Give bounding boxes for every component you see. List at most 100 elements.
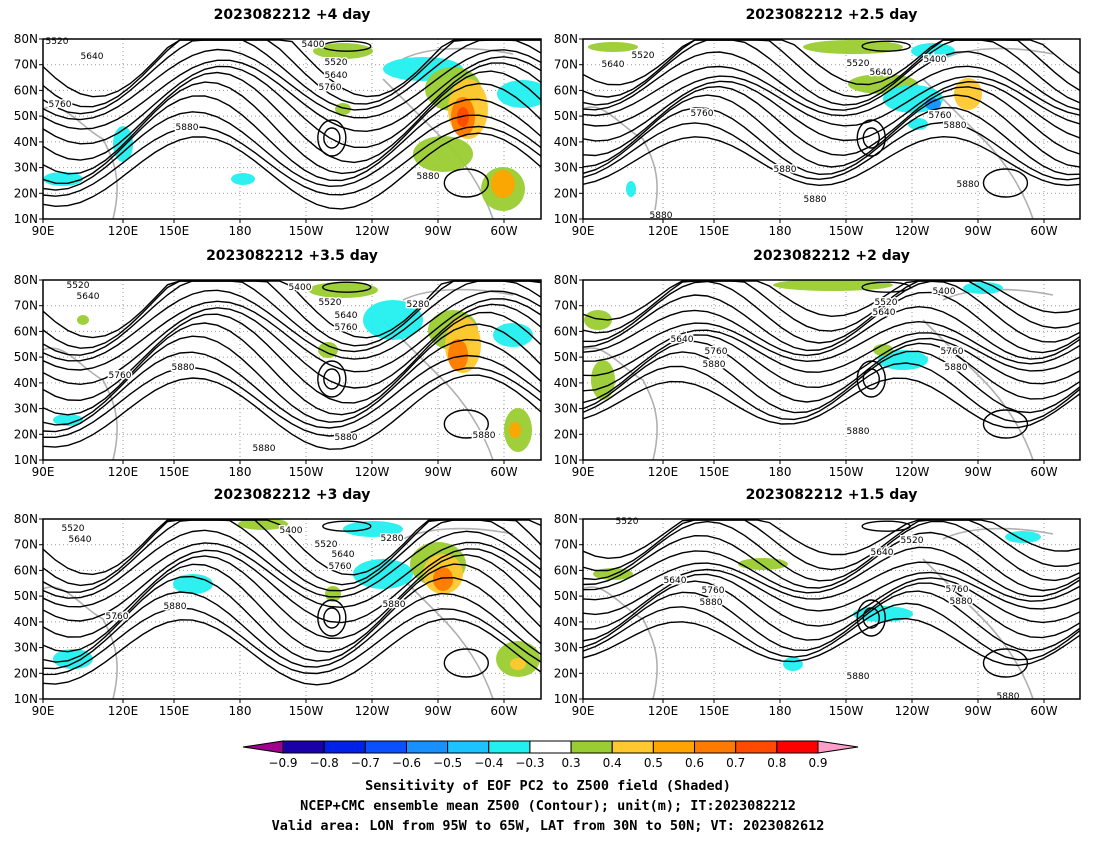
z500-contour [43, 311, 541, 404]
sensitivity-shading [510, 658, 526, 670]
contour-label: 5280 [381, 534, 404, 544]
lon-tick-label: 150E [159, 704, 190, 718]
lat-tick-label: 10N [14, 453, 38, 467]
contour-label: 5640 [871, 548, 894, 558]
lat-tick-label: 30N [554, 641, 578, 655]
contour-label: 5880 [774, 165, 797, 175]
z500-contour [43, 591, 541, 670]
z500-contour [317, 599, 347, 637]
lon-tick-label: 120W [355, 465, 390, 479]
z500-contour [583, 106, 1080, 176]
lon-tick-label: 90E [32, 224, 55, 238]
colorbar-tick-label: −0.9 [268, 756, 297, 770]
colorbar-tick-label: 0.9 [808, 756, 827, 770]
contour-label: 5520 [315, 540, 338, 550]
lon-tick-label: 120W [895, 224, 930, 238]
contour-label: 5880 [176, 123, 199, 133]
z500-contour [317, 360, 347, 398]
z500-contour [583, 121, 1080, 181]
z500-contour [583, 350, 1080, 414]
lat-tick-label: 80N [14, 512, 38, 526]
contour-label: 5880 [164, 602, 187, 612]
colorbar-max-arrow [817, 740, 859, 754]
contour-label: 5520 [847, 59, 870, 69]
z500-contour [43, 298, 541, 373]
z500-contour [443, 168, 489, 198]
contour-label: 5880 [383, 600, 406, 610]
contour-label: 5640 [332, 550, 355, 560]
panel-title: 2023082212 +3.5 day [206, 248, 378, 264]
z500-contour [43, 39, 541, 98]
colorbar-tick-label: 0.3 [562, 756, 581, 770]
z500-contour [443, 409, 489, 439]
z500-contour [43, 125, 541, 197]
z500-contour [43, 563, 541, 653]
lon-tick-label: 90W [424, 465, 451, 479]
lat-tick-label: 50N [554, 589, 578, 603]
contour-label: 5760 [109, 371, 132, 381]
lat-tick-label: 20N [14, 427, 38, 441]
lon-tick-label: 150W [289, 224, 324, 238]
z500-contour [323, 368, 341, 390]
lat-tick-label: 20N [554, 427, 578, 441]
colorbar-box [611, 740, 654, 754]
colorbar: −0.9 −0.8 −0.7 −0.6 −0.5 −0.4 −0.3 0.3 0.4 0.5 0.6… [242, 740, 859, 770]
z500-contour [583, 75, 1080, 127]
map-panel: 2023082212 +3 day55205640540055205640576… [14, 487, 542, 718]
z500-contour [43, 548, 541, 624]
sensitivity-shading [457, 107, 469, 127]
sensitivity-shading [497, 80, 541, 108]
lon-tick-label: 90E [572, 224, 595, 238]
contour-label: 5880 [703, 360, 726, 370]
lon-tick-label: 180 [229, 704, 252, 718]
z500-contour [583, 602, 1080, 661]
contour-label: 5760 [929, 111, 952, 121]
lat-tick-label: 20N [554, 186, 578, 200]
sensitivity-shading [591, 360, 615, 400]
colorbar-tick-label: −0.6 [392, 756, 421, 770]
map-frame [582, 38, 1081, 220]
lon-tick-label: 120W [355, 704, 390, 718]
sensitivity-shading [588, 42, 638, 52]
colorbar-box [735, 740, 778, 754]
panel-title: 2023082212 +2.5 day [746, 7, 918, 23]
colorbar-box [652, 740, 696, 754]
lat-tick-label: 70N [554, 58, 578, 72]
z500-contour [583, 80, 1080, 142]
colorbar-box [694, 740, 737, 754]
contour-label: 5760 [941, 347, 964, 357]
z500-contour [322, 281, 372, 293]
z500-contour [583, 546, 1080, 597]
lon-tick-label: 60W [1030, 224, 1057, 238]
contour-label: 5640 [671, 335, 694, 345]
z500-contour [982, 648, 1029, 678]
lon-tick-label: 120E [108, 465, 139, 479]
contour-label: 5640 [335, 311, 358, 321]
lat-tick-label: 60N [554, 324, 578, 338]
z500-contour [43, 280, 541, 356]
z500-contour [583, 329, 1080, 377]
z500-contour [43, 289, 541, 362]
lat-tick-label: 50N [554, 109, 578, 123]
colorbar-box [323, 740, 366, 754]
sensitivity-shading [493, 323, 533, 347]
contour-label: 5520 [67, 281, 90, 291]
lat-tick-label: 80N [554, 273, 578, 287]
sensitivity-shading [584, 310, 612, 330]
lat-tick-label: 60N [554, 83, 578, 97]
z500-contour [43, 56, 541, 133]
z500-contour [861, 520, 911, 532]
lat-tick-label: 40N [14, 615, 38, 629]
lat-tick-label: 80N [554, 32, 578, 46]
caption-line: Sensitivity of EOF PC2 to Z500 field (Sh… [365, 778, 731, 794]
sensitivity-shading [509, 422, 521, 438]
z500-contour [43, 81, 541, 175]
z500-contour [43, 529, 541, 599]
lat-tick-label: 60N [14, 563, 38, 577]
z500-contour [583, 50, 1080, 111]
lon-tick-label: 90E [32, 465, 55, 479]
sensitivity-shading [626, 181, 636, 197]
lat-tick-label: 10N [554, 453, 578, 467]
lon-tick-label: 90E [572, 704, 595, 718]
